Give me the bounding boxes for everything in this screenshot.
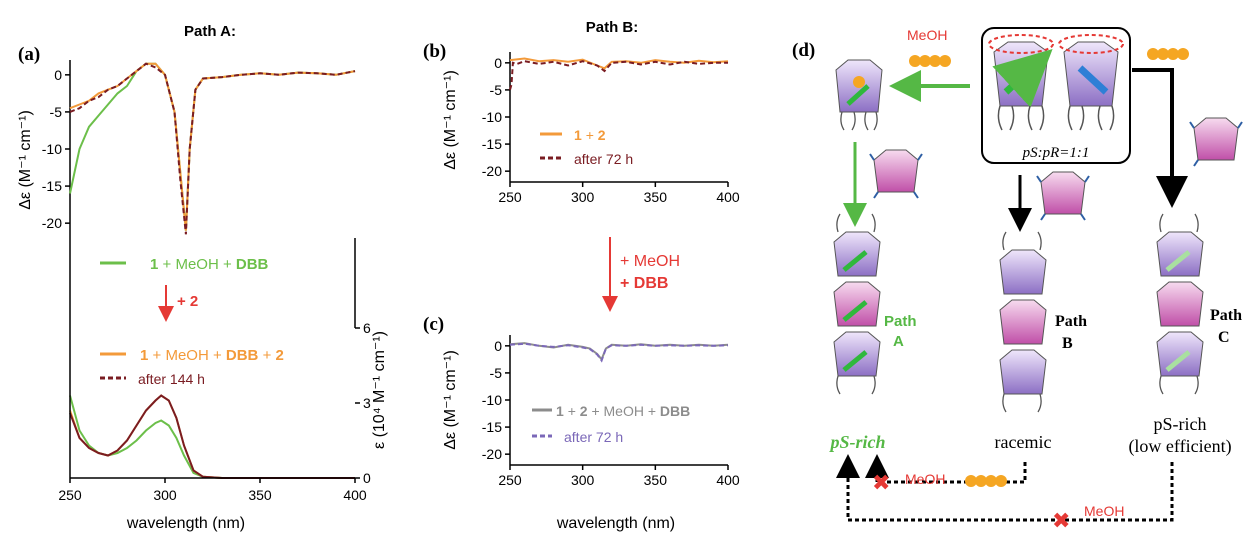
- absorption-line: [69, 395, 355, 479]
- series-line: [69, 62, 356, 235]
- cage-pink-b: [1036, 171, 1090, 221]
- x-tick-label: 400: [343, 487, 367, 503]
- path-a-label-1: Path: [884, 313, 917, 330]
- panel-c: (c) 250 300 350 400 0 -5 -10 -15 -20 Δε (M⁻¹ cm⁻…: [423, 314, 740, 532]
- arrow-a-label: + 2: [177, 293, 198, 310]
- x-tick-label: 400: [716, 189, 740, 205]
- panel-c-xlabel: wavelength (nm): [556, 515, 675, 532]
- meoh-label-top: MeOH: [907, 27, 947, 43]
- legend-c-2: after 72 h: [564, 429, 623, 445]
- panel-a-xlabel: wavelength (nm): [126, 515, 245, 532]
- x-tick-label: 350: [644, 472, 668, 488]
- arrow-b-to-c: + MeOH + DBB: [602, 237, 680, 312]
- series-line: [509, 342, 729, 363]
- x-tick-label: 350: [644, 189, 668, 205]
- y-tick-label: 0: [494, 338, 502, 354]
- x-tick-label: 300: [153, 487, 177, 503]
- y-tick-label: -5: [490, 365, 503, 381]
- result-a: pS-rich: [828, 432, 885, 452]
- x-tick-label: 250: [58, 487, 82, 503]
- cage-pr: [1058, 34, 1124, 131]
- arrow-bc-line1: + MeOH: [620, 253, 680, 270]
- y-tick-label: -15: [482, 419, 502, 435]
- legend-a-2: 1 + MeOH + DBB + 2: [140, 347, 284, 364]
- panel-b-ylabel: Δε (M⁻¹ cm⁻¹): [442, 70, 459, 170]
- legend-a-1: 1 + MeOH + DBB: [150, 256, 269, 273]
- legend-a-3: after 144 h: [138, 371, 205, 387]
- arrow-bc-line2: + DBB: [620, 275, 668, 292]
- panel-a-label: (a): [18, 44, 40, 65]
- panel-a-y2label: ε (10⁴ M⁻¹ cm⁻¹): [371, 331, 388, 449]
- series-line: [509, 60, 728, 91]
- panel-c-plot: 250 300 350 400 0 -5 -10 -15 -20: [482, 335, 740, 488]
- y-tick-label: -20: [482, 446, 502, 462]
- y-tick-label: -5: [50, 104, 63, 120]
- absorption-line: [69, 394, 355, 479]
- cross-2: ✖: [1052, 508, 1070, 533]
- panel-c-ylabel: Δε (M⁻¹ cm⁻¹): [442, 350, 459, 450]
- cage-pink-c: [1189, 117, 1243, 167]
- dbb-molecule-top: [909, 55, 951, 67]
- cross-1: ✖: [872, 470, 890, 495]
- stack-b: [999, 231, 1047, 413]
- y-tick-label: -10: [482, 109, 502, 125]
- dbb-molecule-right: [1147, 48, 1189, 60]
- cage-single: [835, 59, 883, 131]
- mixture-label: pS:pR=1:1: [1022, 145, 1090, 161]
- y-tick-label: -10: [42, 141, 62, 157]
- meoh-label-return-2: MeOH: [1084, 503, 1124, 519]
- panel-b-title: Path B:: [586, 19, 639, 36]
- stack-c: [1156, 213, 1204, 395]
- y-tick-label: -20: [482, 163, 502, 179]
- y2-tick-label: 3: [363, 395, 371, 411]
- path-b-label-2: B: [1062, 335, 1073, 352]
- legend-b-1: 1 + 2: [574, 127, 606, 143]
- y-tick-label: -10: [482, 392, 502, 408]
- y-tick-label: -15: [42, 178, 62, 194]
- panel-b: (b) Path B: 250 300 350 400 0 -5 -10 -15 -20 Δε …: [423, 19, 740, 205]
- panel-b-plot: 250 300 350 400 0 -5 -10 -15 -20: [482, 52, 740, 205]
- panel-d-scheme: (d) pS:pR=1:1 MeOH: [792, 27, 1243, 533]
- x-tick-label: 300: [571, 189, 595, 205]
- panel-a-title: Path A:: [184, 23, 236, 40]
- path-b-label-1: Path: [1055, 313, 1087, 330]
- cage-pink-a: [869, 149, 923, 199]
- panel-d-label: (d): [792, 40, 815, 61]
- y2-tick-label: 0: [363, 470, 371, 486]
- panel-a-plot: 0 -5 -10 -15 -20 0 3 6 250 300 350 400: [42, 60, 371, 503]
- x-tick-label: 300: [571, 472, 595, 488]
- x-tick-label: 250: [498, 189, 522, 205]
- path-a-label-2: A: [893, 333, 904, 350]
- legend-b-2: after 72 h: [574, 151, 633, 167]
- y-tick-label: -20: [42, 215, 62, 231]
- absorption-line: [69, 394, 355, 479]
- y-tick-label: 0: [54, 67, 62, 83]
- legend-c-1: 1 + 2 + MeOH + DBB: [556, 403, 690, 419]
- dbb-molecule-return: [965, 475, 1007, 487]
- y2-tick-label: 6: [363, 320, 371, 336]
- y-tick-label: 0: [494, 55, 502, 71]
- y-tick-label: -5: [490, 82, 503, 98]
- panel-b-label: (b): [423, 41, 446, 62]
- y-tick-label: -15: [482, 136, 502, 152]
- path-c-label-1: Path: [1210, 307, 1242, 324]
- result-c1: pS-rich: [1154, 414, 1207, 434]
- cage-ps: [988, 34, 1054, 131]
- x-tick-label: 250: [498, 472, 522, 488]
- stack-a: [833, 213, 881, 395]
- x-tick-label: 350: [248, 487, 272, 503]
- panel-c-label: (c): [423, 314, 444, 335]
- result-b: racemic: [995, 432, 1052, 452]
- result-c2: (low efficient): [1128, 436, 1231, 457]
- meoh-label-return-1: MeOH: [905, 471, 945, 487]
- path-c-label-2: C: [1218, 329, 1230, 346]
- x-tick-label: 400: [716, 472, 740, 488]
- panel-a-ylabel: Δε (M⁻¹ cm⁻¹): [17, 110, 34, 210]
